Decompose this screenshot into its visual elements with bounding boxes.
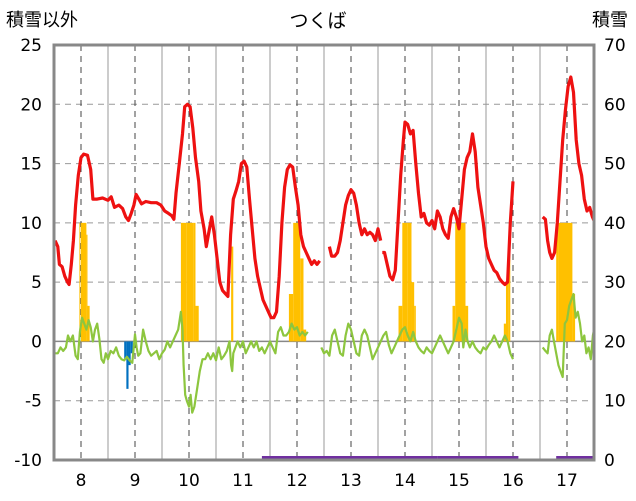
bar-mark-1 bbox=[130, 341, 133, 354]
bar-mark-0 bbox=[180, 222, 187, 342]
x-tick-label: 8 bbox=[76, 471, 87, 491]
bar-mark-0 bbox=[81, 222, 87, 342]
y-right-tick-label: 0 bbox=[604, 451, 615, 471]
bar-mark-2 bbox=[378, 456, 438, 460]
y-right-tick-label: 70 bbox=[604, 36, 626, 56]
series-line-0 bbox=[541, 75, 596, 260]
bar-mark-2 bbox=[261, 456, 297, 460]
x-tick-label: 15 bbox=[448, 471, 470, 491]
bar-mark-0 bbox=[572, 294, 576, 342]
series-line-1 bbox=[320, 316, 515, 361]
bar-mark-2 bbox=[437, 456, 519, 460]
y-right-tick-label: 50 bbox=[604, 155, 626, 175]
bar-mark-1 bbox=[124, 341, 127, 360]
x-tick-label: 14 bbox=[394, 471, 416, 491]
bar-mark-0 bbox=[79, 222, 81, 342]
x-tick-label: 17 bbox=[556, 471, 578, 491]
y-left-tick-label: 5 bbox=[31, 273, 42, 293]
y-left-tick-label: -5 bbox=[25, 392, 42, 412]
x-tick-label: 10 bbox=[178, 471, 200, 491]
bar-mark-2 bbox=[297, 456, 378, 460]
bar-mark-0 bbox=[414, 305, 416, 342]
y-left-tick-label: 0 bbox=[31, 332, 42, 352]
series-line-0 bbox=[53, 102, 321, 320]
bar-mark-0 bbox=[455, 222, 466, 342]
y-left-tick-label: 10 bbox=[20, 214, 42, 234]
bar-mark-0 bbox=[186, 222, 194, 342]
series-line-1 bbox=[55, 310, 309, 414]
chart-title: つくば bbox=[289, 10, 347, 32]
bar-mark-0 bbox=[503, 323, 506, 342]
y-right-tick-label: 10 bbox=[604, 392, 626, 412]
bar-mark-0 bbox=[402, 222, 408, 342]
x-tick-label: 16 bbox=[502, 471, 524, 491]
y-right-tick-label: 30 bbox=[604, 273, 626, 293]
bar-mark-0 bbox=[297, 222, 301, 342]
bar-mark-0 bbox=[293, 222, 297, 342]
bar-mark-0 bbox=[411, 282, 415, 342]
bar-mark-0 bbox=[505, 282, 509, 342]
y-left-tick-label: -10 bbox=[14, 451, 42, 471]
bar-mark-0 bbox=[407, 222, 412, 342]
right-axis-label: 積雪 bbox=[592, 10, 628, 31]
bar-mark-1 bbox=[126, 341, 129, 389]
bar-mark-0 bbox=[231, 246, 234, 342]
bar-mark-0 bbox=[465, 305, 469, 342]
bar-mark-0 bbox=[508, 246, 511, 342]
bar-mark-0 bbox=[195, 305, 199, 342]
x-tick-label: 11 bbox=[232, 471, 254, 491]
series-line-0 bbox=[327, 188, 383, 258]
y-left-tick-label: 20 bbox=[20, 95, 42, 115]
bar-mark-0 bbox=[288, 294, 294, 342]
bar-mark-2 bbox=[556, 456, 594, 460]
bar-mark-0 bbox=[300, 258, 304, 342]
plot-frame bbox=[52, 43, 596, 462]
y-left-tick-label: 15 bbox=[20, 155, 42, 175]
left-axis-label: 積雪以外 bbox=[6, 10, 78, 31]
x-tick-label: 9 bbox=[130, 471, 141, 491]
bar-mark-0 bbox=[86, 234, 88, 342]
bar-mark-0 bbox=[452, 305, 456, 342]
bar-mark-0 bbox=[398, 305, 403, 342]
y-right-tick-label: 40 bbox=[604, 214, 626, 234]
series-line-1 bbox=[541, 292, 596, 379]
y-right-tick-label: 20 bbox=[604, 332, 626, 352]
bar-mark-0 bbox=[193, 222, 196, 342]
x-tick-label: 12 bbox=[286, 471, 308, 491]
bar-mark-1 bbox=[128, 341, 131, 366]
bar-mark-0 bbox=[556, 222, 559, 342]
x-tick-label: 13 bbox=[340, 471, 362, 491]
y-left-tick-label: 25 bbox=[20, 36, 42, 56]
series-line-0 bbox=[382, 120, 515, 287]
y-right-tick-label: 60 bbox=[604, 95, 626, 115]
